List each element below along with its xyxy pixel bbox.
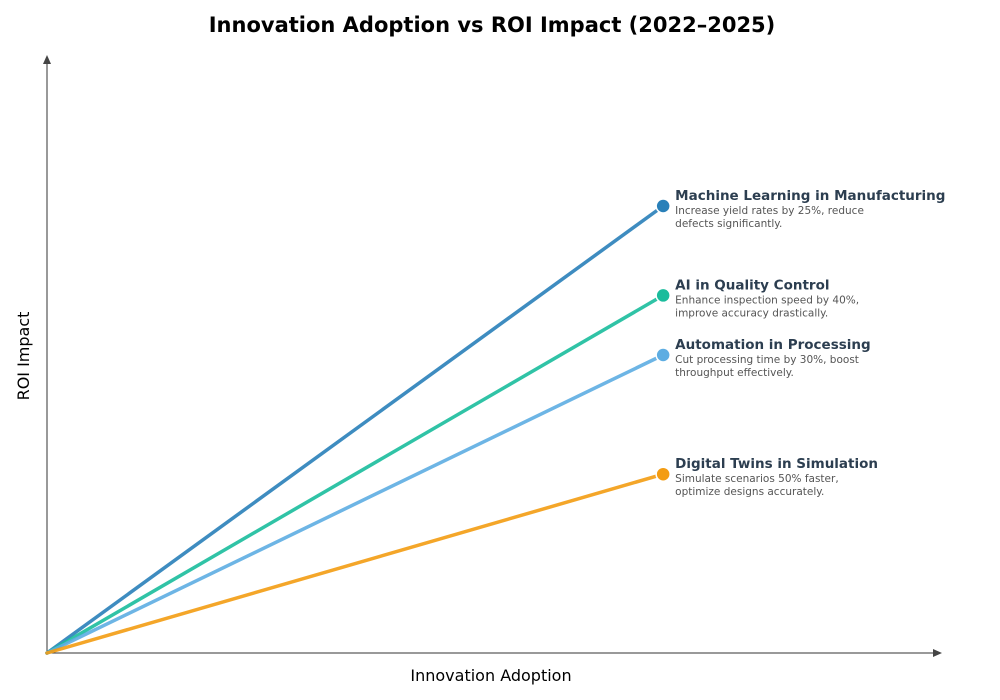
series-label: Automation in Processing <box>675 337 871 353</box>
x-axis-label: Innovation Adoption <box>410 666 571 685</box>
series-description: Increase yield rates by 25%, reduce <box>675 205 864 217</box>
series-line <box>45 293 665 655</box>
series-description: Simulate scenarios 50% faster, <box>675 473 839 485</box>
y-axis-label: ROI Impact <box>14 312 33 401</box>
data-point <box>655 347 671 363</box>
series-description: Cut processing time by 30%, boost <box>675 354 859 366</box>
series-description: optimize designs accurately. <box>675 486 824 498</box>
data-point <box>655 198 671 214</box>
series-label: Digital Twins in Simulation <box>675 456 878 472</box>
series-description: throughput effectively. <box>675 367 794 379</box>
series-label: AI in Quality Control <box>675 277 829 293</box>
y-axis-arrow-icon <box>43 55 51 64</box>
series-machine-learning-in-manufacturing: Machine Learning in ManufacturingIncreas… <box>45 188 945 655</box>
data-point <box>655 287 671 304</box>
axes <box>43 55 942 657</box>
x-axis-arrow-icon <box>933 649 942 657</box>
series-line <box>45 472 665 655</box>
series-description: Enhance inspection speed by 40%, <box>675 294 859 306</box>
series-description: defects significantly. <box>675 218 782 230</box>
data-point <box>655 466 671 482</box>
series-description: improve accuracy drastically. <box>675 307 828 319</box>
series-label: Machine Learning in Manufacturing <box>675 188 945 204</box>
series-line <box>45 204 665 655</box>
series-line <box>45 353 665 655</box>
chart-title: Innovation Adoption vs ROI Impact (2022–… <box>209 13 776 37</box>
